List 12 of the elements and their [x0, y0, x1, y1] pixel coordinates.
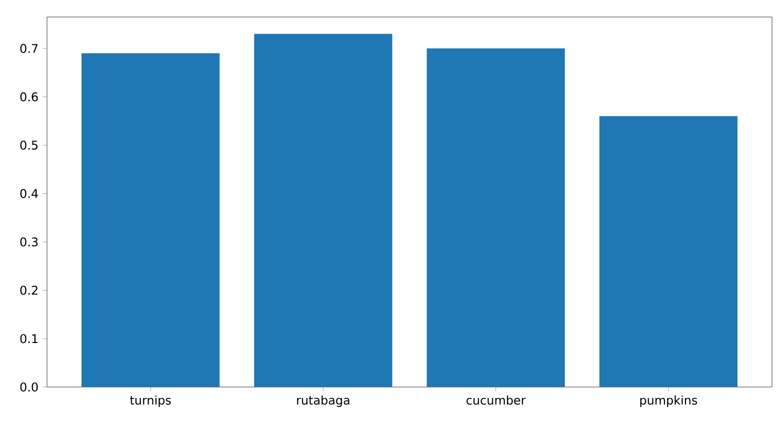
y-tick-label: 0.7	[20, 44, 38, 53]
y-tick-label: 0.1	[20, 334, 38, 344]
x-tick-label: pumpkins	[640, 395, 698, 408]
y-tick-label: 0.6	[20, 92, 38, 102]
y-tick-label: 0.3	[20, 237, 38, 246]
x-tick-label: cucumber	[466, 395, 526, 405]
y-tick-label: 0.4	[20, 189, 38, 198]
x-tick-label: rutabaga	[297, 395, 350, 408]
y-tick-label: 0.5	[20, 140, 38, 150]
x-tick-label: turnips	[130, 395, 171, 408]
y-tick-label: 0.0	[20, 382, 38, 392]
y-tick-label: 0.2	[20, 286, 38, 295]
